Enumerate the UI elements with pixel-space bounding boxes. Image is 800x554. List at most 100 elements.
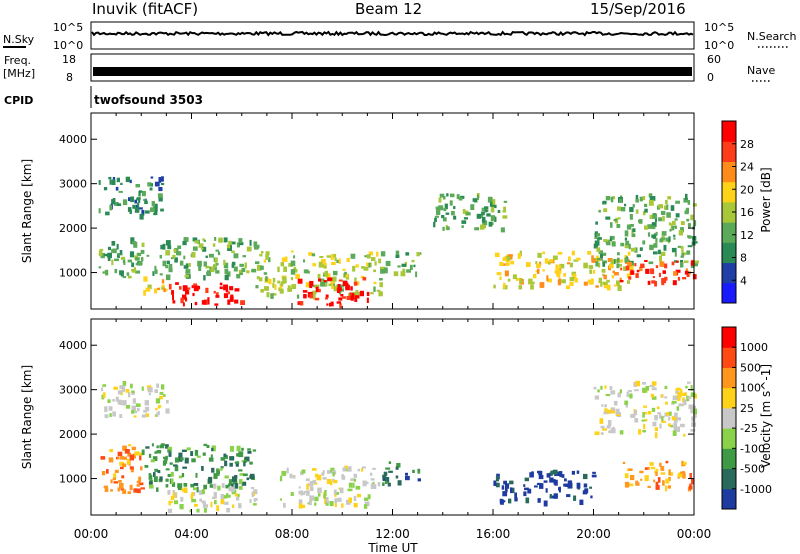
- velocity-cell: [664, 396, 668, 399]
- velocity-cell: [600, 385, 603, 390]
- power-cell: [694, 260, 699, 264]
- power-cell: [161, 284, 165, 288]
- power-cell: [342, 268, 346, 271]
- velocity-cell: [388, 470, 393, 473]
- power-cell: [135, 184, 140, 188]
- velocity-cell: [524, 477, 529, 482]
- power-cell: [370, 292, 374, 295]
- power-cell: [172, 300, 176, 304]
- power-cell: [366, 254, 371, 259]
- power-cell: [600, 255, 603, 261]
- power-cell: [368, 262, 371, 268]
- velocity-cell: [685, 385, 688, 389]
- velocity-cell: [122, 463, 127, 468]
- nave-label: Nave: [747, 64, 775, 77]
- nsky-strip: N.Sky 10^5 10^0 10^5 10^0 N.Search: [3, 21, 797, 52]
- power-cell: [186, 287, 191, 290]
- velocity-cell: [661, 416, 664, 422]
- velocity-cell: [654, 432, 658, 439]
- power-cell: [593, 269, 596, 274]
- power-cell: [378, 291, 383, 297]
- velocity-cell: [228, 483, 232, 486]
- power-cell: [280, 282, 284, 287]
- power-cell: [160, 183, 165, 186]
- velocity-cell: [312, 468, 317, 471]
- power-cell: [158, 187, 163, 192]
- velocity-cell: [602, 428, 607, 431]
- velocity-cell: [594, 395, 600, 400]
- velocity-cell: [253, 498, 256, 502]
- velocity-cell: [103, 392, 106, 398]
- power-cell: [629, 224, 634, 227]
- velocity-cell: [202, 502, 206, 508]
- power-cell: [134, 199, 138, 204]
- velocity-cell: [167, 474, 171, 477]
- velocity-cell: [512, 487, 515, 494]
- velocity-cell: [546, 473, 551, 478]
- velocity-cell: [592, 471, 596, 474]
- velocity-cell: [114, 469, 119, 473]
- power-cell: [109, 205, 113, 211]
- power-cell: [442, 226, 445, 231]
- velocity-cell: [144, 407, 147, 410]
- power-cell: [602, 273, 605, 277]
- velocity-cell: [509, 480, 514, 485]
- power-cell: [290, 250, 294, 253]
- velocity-region: [593, 380, 697, 439]
- power-cell: [244, 262, 247, 269]
- velocity-cell: [651, 396, 657, 400]
- power-cell: [246, 246, 252, 252]
- nsky-trace: [91, 30, 694, 37]
- power-cell: [107, 257, 111, 261]
- freq-trace: [93, 67, 692, 76]
- velocity-cell: [672, 430, 677, 436]
- velocity-cell: [103, 485, 108, 489]
- velocity-cell: [180, 496, 184, 502]
- velocity-cell: [135, 403, 141, 407]
- power-cell: [224, 274, 229, 281]
- power-cell: [597, 237, 602, 240]
- power-cell: [476, 213, 481, 219]
- velocity-x-axis: [90, 319, 695, 515]
- power-cell: [281, 257, 286, 262]
- power-cell: [482, 220, 488, 226]
- power-cell: [675, 272, 679, 276]
- power-cell: [165, 250, 171, 256]
- power-cell: [596, 258, 601, 261]
- power-cell: [260, 251, 264, 254]
- velocity-cell: [117, 451, 123, 457]
- power-cell: [239, 272, 243, 276]
- velocity-cell: [334, 494, 337, 497]
- power-cell: [528, 278, 533, 285]
- power-cell: [395, 250, 400, 257]
- power-cell: [595, 260, 599, 267]
- velocity-cell: [208, 457, 214, 462]
- velocity-cell: [634, 418, 639, 423]
- velocity-cell: [690, 385, 693, 391]
- power-cell: [649, 246, 654, 250]
- velocity-cell: [178, 475, 183, 479]
- velocity-cell: [170, 495, 175, 501]
- power-cell: [215, 270, 220, 274]
- velocity-cell: [234, 493, 238, 497]
- power-cell: [210, 266, 215, 273]
- power-cell: [636, 254, 641, 258]
- power-cell: [515, 277, 521, 281]
- power-cell: [139, 213, 144, 220]
- velocity-cell: [385, 467, 391, 470]
- power-cell: [226, 271, 231, 277]
- power-cell: [537, 252, 542, 258]
- power-cell: [627, 251, 631, 256]
- velocity-cell: [608, 430, 612, 434]
- power-cell: [359, 290, 364, 297]
- power-colorbar-tick-label: 20: [740, 183, 754, 196]
- velocity-cell: [676, 394, 681, 401]
- velocity-cell: [191, 458, 196, 463]
- velocity-cell: [662, 480, 665, 486]
- power-cell: [340, 284, 344, 288]
- power-region: [433, 193, 508, 233]
- velocity-cell: [626, 394, 630, 397]
- power-cell: [223, 237, 228, 243]
- power-cell: [373, 286, 376, 292]
